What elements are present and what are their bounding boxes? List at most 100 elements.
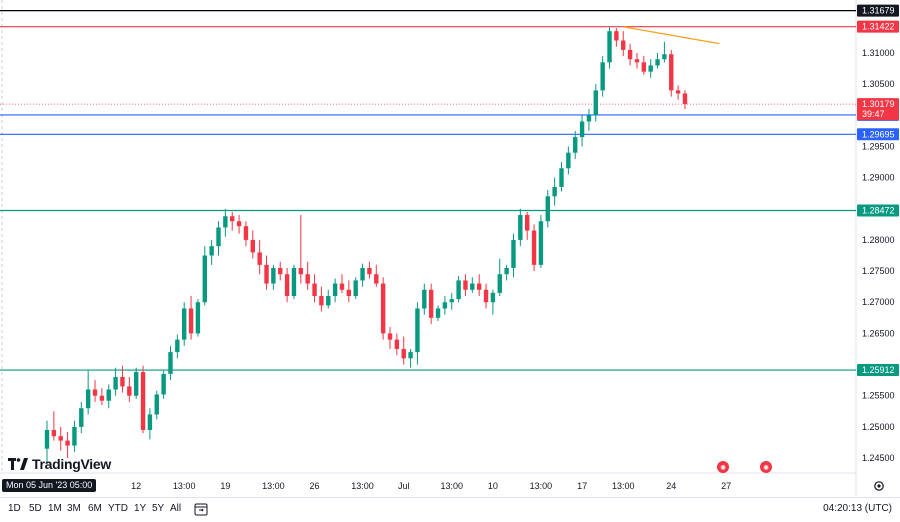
candle-body bbox=[175, 339, 180, 353]
timeframe-1m[interactable]: 1M bbox=[48, 503, 62, 514]
level-price-tag bbox=[857, 20, 899, 33]
candle-body bbox=[230, 216, 235, 222]
candle-body bbox=[236, 221, 242, 227]
candle-body bbox=[518, 215, 523, 240]
candle-body bbox=[401, 348, 406, 359]
timeframe-all[interactable]: All bbox=[170, 503, 182, 514]
price-axis[interactable]: 1.31000 1.30500 1.29500 1.29000 1.28000 1.275… bbox=[862, 48, 895, 463]
time-tick-label: 13:00 bbox=[612, 481, 635, 491]
gear-icon[interactable] bbox=[873, 480, 885, 492]
candle-body bbox=[312, 283, 317, 297]
level-price-tag bbox=[857, 204, 899, 217]
price-tick-label: 1.27000 bbox=[862, 297, 895, 307]
timeframe-5d[interactable]: 5D bbox=[29, 503, 42, 514]
candle-body bbox=[161, 373, 166, 395]
time-tick-label: 13:00 bbox=[530, 481, 553, 491]
chart-background bbox=[0, 0, 900, 497]
level-price-tag-label: 1.29695 bbox=[862, 129, 895, 139]
timeframe-1y[interactable]: 1Y bbox=[134, 503, 147, 514]
candle-body bbox=[669, 54, 674, 91]
candle-body bbox=[634, 59, 640, 63]
price-tick-label: 1.24500 bbox=[862, 453, 895, 463]
candle-body bbox=[305, 274, 310, 284]
candle-body bbox=[298, 267, 304, 275]
time-axis[interactable]: 12 13:00 19 13:00 26 13:00 Jul 13:00 10 13:00 17 13… bbox=[131, 481, 731, 491]
last-price-tag bbox=[857, 98, 899, 121]
event-icons[interactable]: ✺ ✺ bbox=[717, 461, 772, 473]
candle-body bbox=[573, 137, 578, 153]
price-chart[interactable]: 1.31000 1.30500 1.29500 1.29000 1.28000 1.275… bbox=[0, 0, 900, 497]
candle-body bbox=[106, 389, 111, 401]
price-tick-label: 1.25000 bbox=[862, 422, 895, 432]
candle-body bbox=[65, 440, 70, 446]
price-tick-label: 1.30500 bbox=[862, 79, 895, 89]
candle-body bbox=[264, 264, 269, 284]
event-flag-icon[interactable] bbox=[717, 461, 729, 473]
candle-body bbox=[545, 196, 550, 222]
candle-body bbox=[456, 280, 461, 300]
candle-body bbox=[525, 215, 530, 231]
bar-countdown-label: 39:47 bbox=[862, 109, 885, 119]
candle-body bbox=[566, 152, 571, 169]
candle-body bbox=[120, 377, 125, 387]
candle-body bbox=[497, 274, 502, 293]
timeframe-1d[interactable]: 1D bbox=[8, 503, 21, 514]
horizontal-levels bbox=[0, 10, 856, 371]
candle-body bbox=[449, 299, 454, 303]
candle-body bbox=[250, 239, 255, 253]
candle-body bbox=[422, 289, 427, 309]
event-flag-glyph: ✺ bbox=[720, 464, 726, 472]
level-price-tag bbox=[857, 128, 899, 141]
candle-body bbox=[127, 386, 132, 396]
price-tick-label: 1.31000 bbox=[862, 48, 895, 58]
tradingview-logo: TradingView bbox=[8, 456, 111, 472]
time-tick-label: 13:00 bbox=[262, 481, 285, 491]
candle-body bbox=[531, 230, 537, 265]
tradingview-logo-icon bbox=[8, 458, 28, 470]
candle-body bbox=[600, 62, 605, 91]
price-tags: 1.316791.314221.300061.296951.284721.259… bbox=[857, 4, 899, 377]
timeframe-3m[interactable]: 3M bbox=[67, 503, 81, 514]
time-tick-label: 24 bbox=[666, 481, 676, 491]
candle-body bbox=[140, 372, 146, 430]
candle-body bbox=[85, 389, 91, 409]
last-price-label: 1.30179 bbox=[862, 99, 895, 109]
price-tick-label: 1.29500 bbox=[862, 141, 895, 151]
candle-body bbox=[504, 267, 509, 275]
time-tick-label: 19 bbox=[220, 481, 230, 491]
candle-body bbox=[552, 186, 557, 197]
candle-body bbox=[154, 394, 159, 415]
timeframe-6m[interactable]: 6M bbox=[88, 503, 102, 514]
calendar-range-icon[interactable] bbox=[194, 502, 208, 516]
level-price-tag-label: 1.25912 bbox=[862, 365, 895, 375]
candle-body bbox=[99, 395, 105, 401]
candle-body bbox=[614, 31, 619, 41]
price-tick-label: 1.26500 bbox=[862, 328, 895, 338]
utc-clock[interactable]: 04:20:13 (UTC) bbox=[823, 503, 892, 514]
candle-body bbox=[374, 274, 379, 284]
candle-body bbox=[319, 296, 324, 306]
candle-body bbox=[271, 267, 276, 284]
candle-body bbox=[216, 227, 221, 247]
price-tick-label: 1.29000 bbox=[862, 173, 895, 183]
candle-body bbox=[202, 255, 207, 303]
time-tick-label: 13:00 bbox=[440, 481, 463, 491]
candle-body bbox=[641, 62, 647, 72]
candle-body bbox=[538, 221, 544, 265]
candle-body bbox=[195, 302, 201, 334]
candle-body bbox=[44, 430, 50, 449]
crosshair-date-chip: Mon 05 Jun '23 05:00 bbox=[2, 479, 97, 492]
candle-body bbox=[675, 90, 681, 94]
candle-body bbox=[257, 252, 262, 265]
logo-text: TradingView bbox=[32, 456, 111, 472]
candle-body bbox=[593, 90, 598, 116]
timeframe-5y[interactable]: 5Y bbox=[152, 503, 165, 514]
candle-body bbox=[223, 216, 228, 228]
event-flag-icon[interactable] bbox=[760, 461, 772, 473]
candle-body bbox=[353, 280, 358, 297]
candle-body bbox=[346, 289, 352, 297]
candle-body bbox=[367, 267, 372, 275]
time-tick-label: 10 bbox=[488, 481, 498, 491]
candles bbox=[44, 26, 688, 465]
timeframe-ytd[interactable]: YTD bbox=[108, 503, 128, 514]
